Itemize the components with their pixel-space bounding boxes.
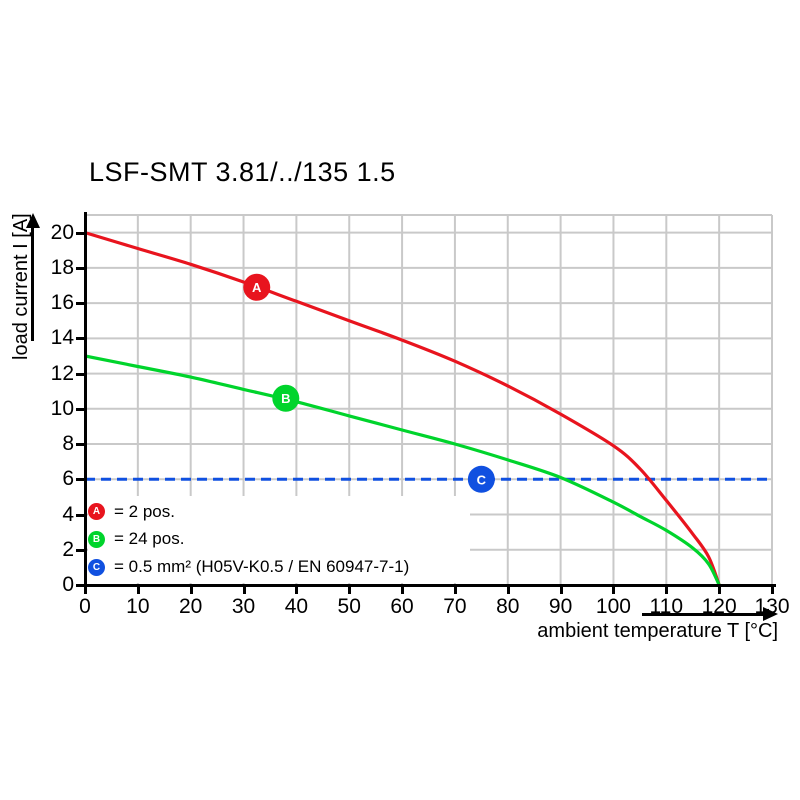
y-tick-mark-8 xyxy=(76,443,85,447)
x-tick-label-110: 110 xyxy=(649,595,684,618)
marker-badge-B: B xyxy=(272,384,300,412)
y-axis-label: load current I [A] xyxy=(10,213,32,360)
x-tick-mark-70 xyxy=(453,587,457,594)
y-tick-label-8: 8 xyxy=(62,432,74,456)
x-tick-label-90: 90 xyxy=(548,595,573,618)
x-tick-label-60: 60 xyxy=(390,595,414,618)
y-tick-mark-6 xyxy=(76,478,85,482)
x-tick-mark-100 xyxy=(612,587,616,594)
x-tick-label-20: 20 xyxy=(179,595,203,618)
y-tick-mark-2 xyxy=(76,548,85,552)
x-tick-label-100: 100 xyxy=(595,595,631,618)
x-tick-mark-30 xyxy=(242,587,246,594)
x-tick-label-50: 50 xyxy=(337,595,361,618)
legend: A = 2 pos. B = 24 pos. C = 0.5 mm² (H05V… xyxy=(88,496,470,583)
legend-item-b: B = 24 pos. xyxy=(88,528,470,550)
x-tick-mark-20 xyxy=(189,587,193,594)
x-tick-mark-40 xyxy=(295,587,299,594)
x-tick-mark-60 xyxy=(401,587,405,594)
x-tick-mark-130 xyxy=(771,587,774,594)
x-tick-mark-80 xyxy=(506,587,510,594)
y-tick-label-0: 0 xyxy=(62,573,74,596)
y-tick-label-20: 20 xyxy=(50,220,74,244)
y-tick-mark-0 xyxy=(76,584,85,587)
y-tick-mark-12 xyxy=(76,372,85,376)
legend-label-c: = 0.5 mm² (H05V-K0.5 / EN 60947-7-1) xyxy=(114,557,410,577)
x-tick-mark-0 xyxy=(84,587,87,594)
y-tick-label-10: 10 xyxy=(50,396,74,420)
y-tick-mark-4 xyxy=(76,513,85,517)
x-tick-mark-10 xyxy=(136,587,140,594)
y-tick-label-6: 6 xyxy=(62,467,74,491)
curve-A xyxy=(85,231,721,586)
x-tick-label-70: 70 xyxy=(443,595,467,618)
y-tick-mark-10 xyxy=(76,407,85,411)
x-tick-label-80: 80 xyxy=(496,595,520,618)
y-tick-label-18: 18 xyxy=(50,255,74,279)
series-b-badge-icon: B xyxy=(88,530,105,548)
marker-badge-A: A xyxy=(243,273,271,301)
curve-B xyxy=(85,354,721,586)
x-tick-mark-90 xyxy=(559,587,563,594)
legend-item-c: C = 0.5 mm² (H05V-K0.5 / EN 60947-7-1) xyxy=(88,556,470,578)
marker-badge-C: C xyxy=(467,465,495,493)
x-tick-label-30: 30 xyxy=(231,595,256,618)
y-axis-arrow-head-icon xyxy=(26,213,40,228)
y-tick-label-12: 12 xyxy=(50,361,74,385)
legend-label-a: = 2 pos. xyxy=(114,501,175,521)
x-tick-label-0: 0 xyxy=(79,595,91,618)
x-tick-mark-110 xyxy=(665,587,669,594)
plot-area: ABC xyxy=(85,214,773,586)
series-a-badge-icon: A xyxy=(88,503,105,521)
y-tick-label-16: 16 xyxy=(50,291,74,315)
legend-item-a: A = 2 pos. xyxy=(88,501,470,523)
x-tick-mark-50 xyxy=(348,587,352,594)
y-axis-line xyxy=(84,212,87,590)
x-axis-arrow-head-icon xyxy=(763,607,778,621)
y-tick-mark-16 xyxy=(76,302,85,306)
y-tick-label-4: 4 xyxy=(62,502,74,526)
x-axis-line xyxy=(83,584,776,587)
x-tick-label-120: 120 xyxy=(701,595,737,618)
svg-text:A: A xyxy=(252,280,262,295)
series-c-badge-icon: C xyxy=(88,558,105,576)
y-tick-label-2: 2 xyxy=(62,537,74,561)
x-tick-mark-120 xyxy=(718,587,722,594)
y-tick-mark-18 xyxy=(76,266,85,270)
x-tick-label-40: 40 xyxy=(284,595,309,618)
legend-label-b: = 24 pos. xyxy=(114,529,185,549)
x-axis-arrow xyxy=(642,613,764,616)
y-tick-mark-20 xyxy=(76,231,85,235)
x-tick-label-10: 10 xyxy=(126,595,150,618)
y-tick-mark-14 xyxy=(76,337,85,341)
y-axis-arrow xyxy=(31,227,34,341)
svg-text:C: C xyxy=(477,472,487,487)
svg-text:B: B xyxy=(281,391,290,406)
x-axis-label: ambient temperature T [°C] xyxy=(537,620,778,642)
y-tick-label-14: 14 xyxy=(50,326,74,350)
chart-title: LSF-SMT 3.81/../135 1.5 xyxy=(89,157,396,187)
